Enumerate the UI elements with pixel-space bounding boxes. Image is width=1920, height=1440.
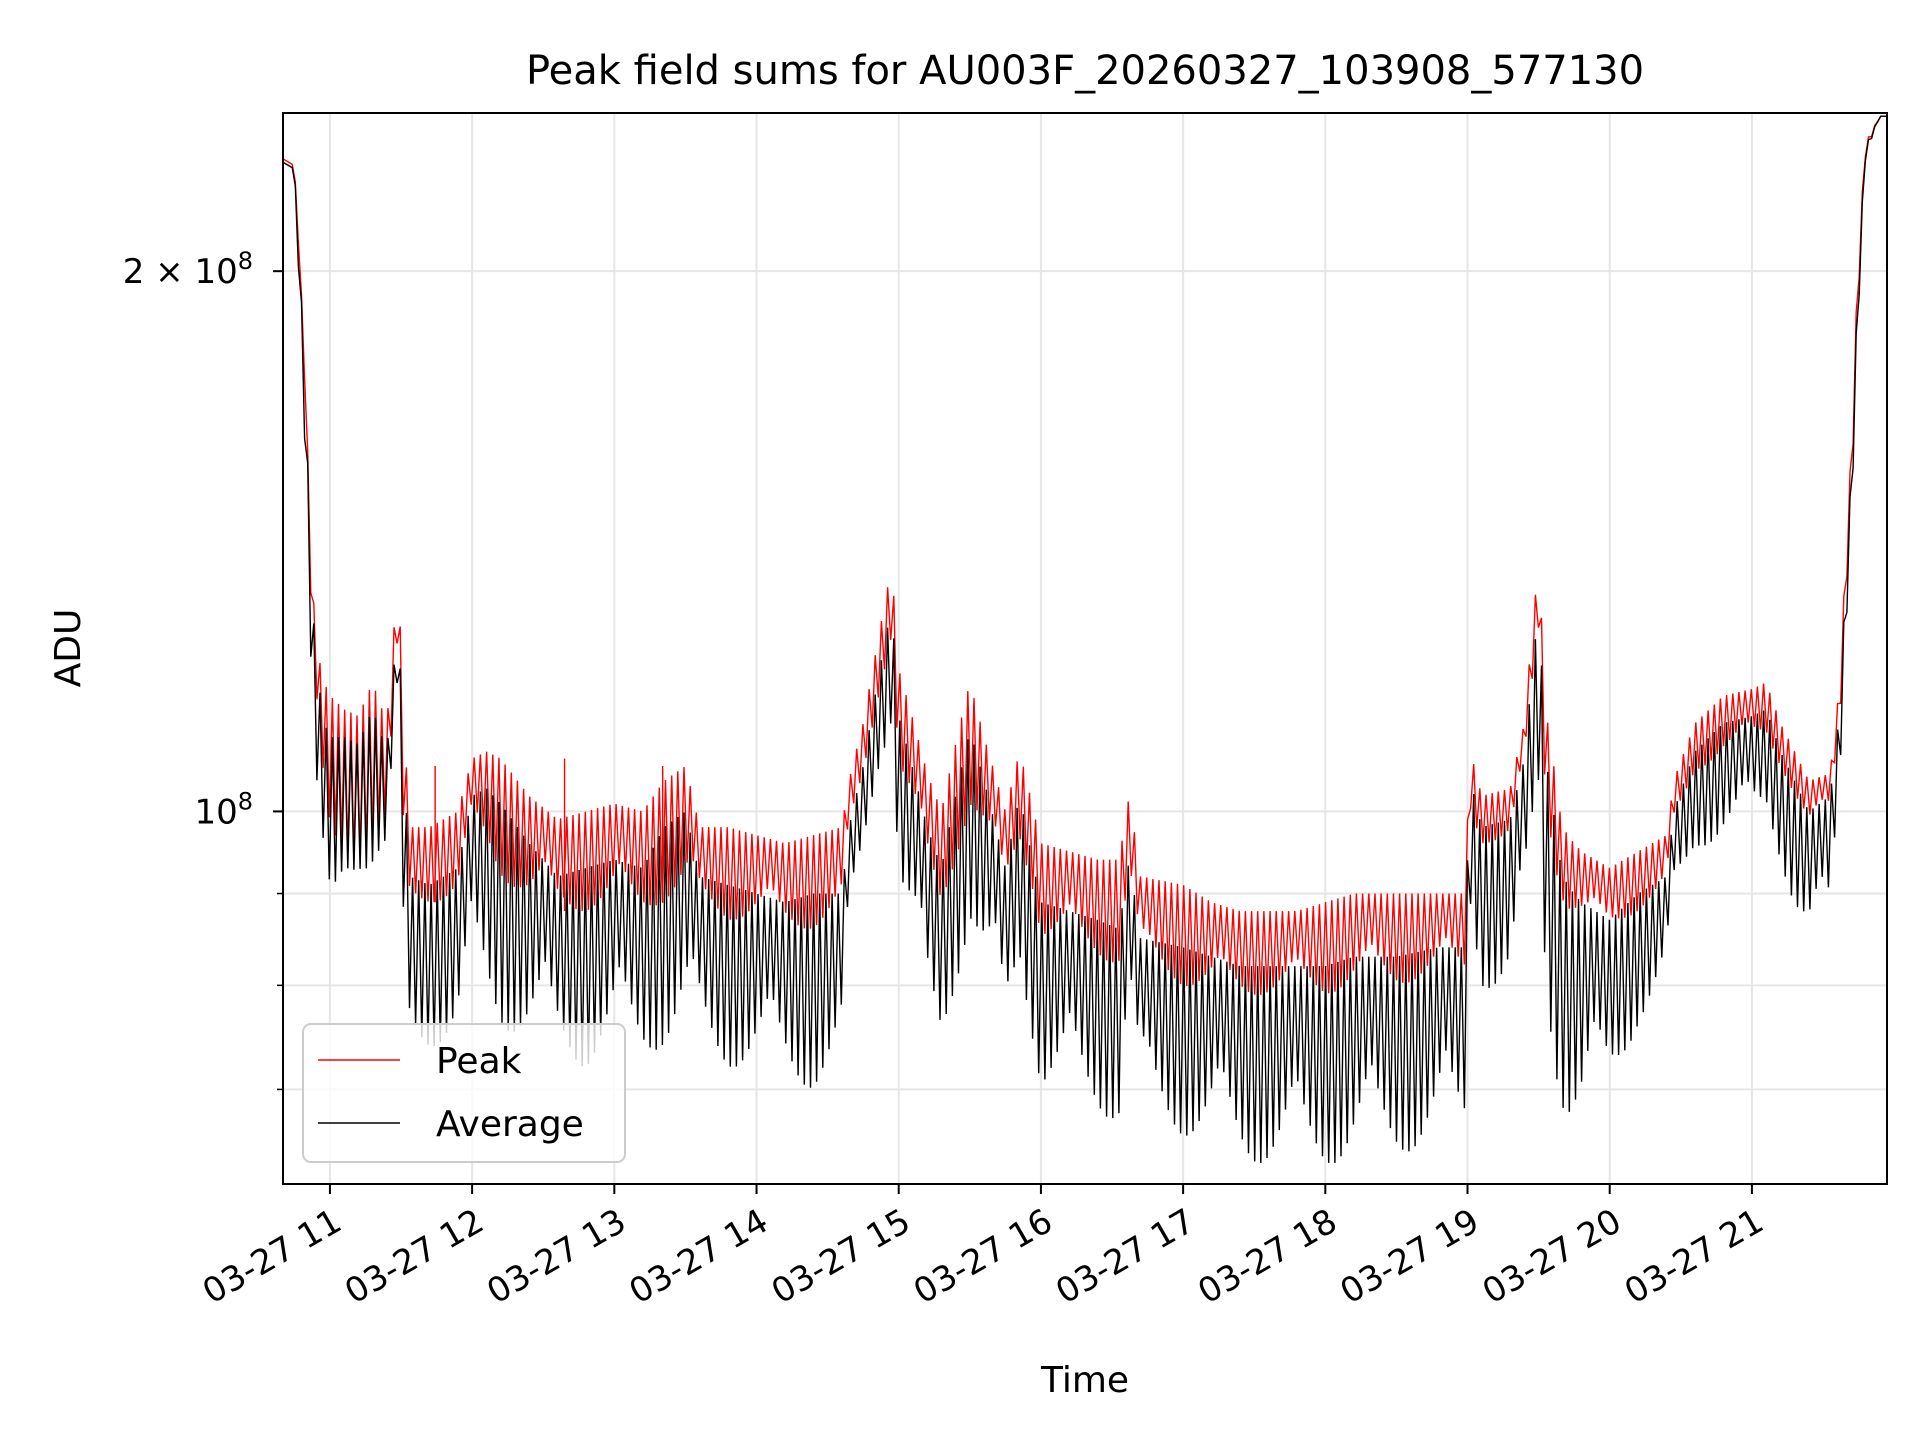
y-axis-label: ADU: [48, 609, 89, 688]
x-axis-label: Time: [1040, 1360, 1129, 1401]
average-line: [282, 115, 1887, 1164]
legend-box: [302, 1023, 626, 1163]
peak-line: [282, 115, 1887, 995]
plot-area: [282, 115, 1887, 1164]
y-axis-ticks: 2 × 108 108: [123, 247, 283, 1091]
legend-label-average: Average: [436, 1104, 584, 1145]
grid: [283, 113, 1887, 1184]
y-tick-label: 108: [194, 787, 253, 832]
legend: Peak Average: [302, 1023, 626, 1163]
y-tick-label: 2 × 108: [123, 247, 253, 292]
series-average: [282, 115, 1887, 1164]
chart-title: Peak field sums for AU003F_20260327_1039…: [526, 48, 1644, 94]
axes-frame: [282, 112, 1888, 1185]
series-peak: [282, 115, 1887, 995]
legend-label-peak: Peak: [436, 1041, 522, 1082]
